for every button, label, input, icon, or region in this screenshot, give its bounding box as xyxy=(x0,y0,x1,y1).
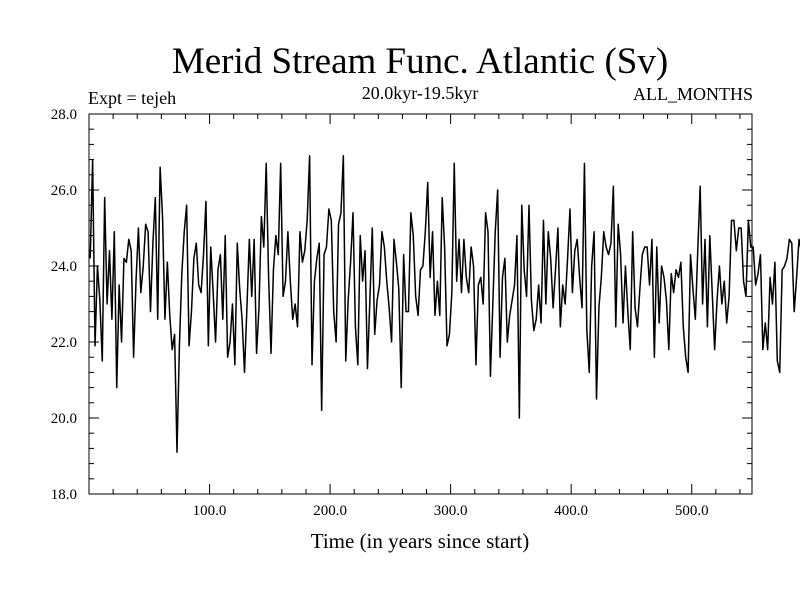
series-layer xyxy=(89,155,800,453)
y-tick-label: 18.0 xyxy=(51,487,77,503)
y-tick-label: 26.0 xyxy=(51,183,77,199)
plot-frame xyxy=(88,113,753,495)
x-tick-label: 100.0 xyxy=(193,503,227,519)
chart-title: Merid Stream Func. Atlantic (Sv) xyxy=(172,41,668,82)
months-label: ALL_MONTHS xyxy=(633,84,753,104)
x-tick-label: 300.0 xyxy=(434,503,468,519)
y-tick-label: 20.0 xyxy=(51,411,77,427)
x-tick-label: 200.0 xyxy=(313,503,347,519)
y-tick-label: 28.0 xyxy=(51,107,77,123)
series-line-0 xyxy=(89,155,800,453)
x-tick-label: 500.0 xyxy=(675,503,709,519)
axis-tick-labels: 100.0 200.0 300.0 400.0 500.0 18.0 20.0 22.0 24.… xyxy=(51,107,709,519)
experiment-label: Expt = tejeh xyxy=(88,88,176,108)
y-tick-label: 22.0 xyxy=(51,335,77,351)
period-label: 20.0kyr-19.5kyr xyxy=(362,83,479,103)
x-tick-label: 400.0 xyxy=(554,503,588,519)
x-axis-label: Time (in years since start) xyxy=(311,529,530,553)
y-tick-label: 24.0 xyxy=(51,259,77,275)
